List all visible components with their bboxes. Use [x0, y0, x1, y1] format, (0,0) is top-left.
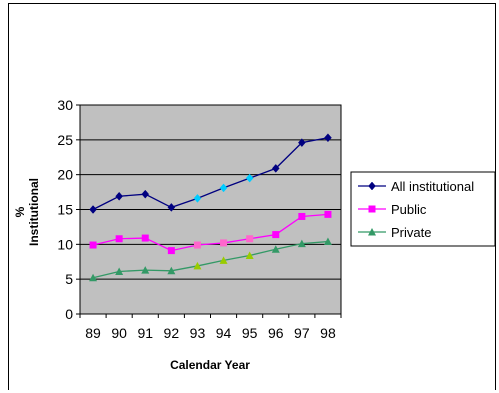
data-point: [115, 235, 123, 243]
series-line: [92, 213, 329, 252]
data-point: [298, 138, 306, 147]
legend-entry: All institutional: [358, 179, 474, 194]
data-point: [141, 189, 150, 199]
data-point: [219, 256, 228, 264]
legend-marker: [368, 181, 376, 191]
data-point: [167, 203, 176, 212]
data-point: [245, 251, 254, 259]
series-1: [89, 133, 332, 214]
x-tick-label: 92: [164, 325, 180, 341]
data-point: [297, 239, 306, 248]
data-point: [324, 210, 332, 218]
x-tick-label: 89: [85, 325, 101, 341]
legend-entry: Public: [358, 202, 427, 217]
x-tick-label: 94: [216, 325, 232, 341]
x-tick-label: 98: [320, 325, 336, 341]
x-axis-ticks: 89 90 91 92 93 94 95 96 97 98: [79, 314, 342, 341]
data-point: [193, 241, 201, 249]
data-point: [193, 193, 202, 203]
series-2: [89, 210, 332, 255]
y-tick-label: 0: [65, 306, 73, 322]
data-point: [219, 183, 228, 193]
legend-marker: [368, 228, 376, 236]
legend-label: Public: [391, 202, 427, 217]
data-point: [271, 164, 280, 173]
data-point: [298, 212, 306, 220]
x-tick-label: 91: [137, 325, 153, 341]
legend-label: Private: [391, 225, 431, 240]
data-point: [193, 261, 202, 270]
x-tick-label: 95: [242, 325, 258, 341]
legend-marker: [368, 205, 376, 213]
x-tick-label: 97: [294, 325, 310, 341]
data-point: [323, 237, 332, 246]
x-tick-label: 93: [190, 325, 206, 341]
legend-label: All institutional: [391, 179, 474, 194]
series-3: [89, 237, 332, 282]
data-point: [89, 273, 98, 282]
series-line: [92, 137, 329, 211]
data-point: [115, 191, 123, 201]
data-point: [167, 266, 176, 275]
y-tick-label: 5: [65, 271, 73, 287]
y-axis-title-line-1: %: [13, 206, 27, 217]
legend-entry: Private: [358, 225, 431, 240]
y-axis-title-line-2: Institutional: [27, 178, 41, 246]
data-point: [89, 205, 97, 214]
data-point: [246, 235, 254, 243]
y-tick-label: 20: [57, 167, 73, 183]
data-point: [141, 266, 150, 274]
series-layer: [89, 133, 332, 282]
data-point: [245, 173, 254, 183]
gridlines: [80, 139, 341, 280]
y-tick-label: 10: [57, 236, 73, 252]
y-tick-label: 25: [57, 132, 73, 148]
y-axis-title: % Institutional: [13, 178, 41, 246]
y-tick-label: 30: [57, 97, 73, 113]
data-point: [167, 247, 175, 255]
x-tick-label: 96: [268, 325, 284, 341]
series-line: [92, 240, 329, 279]
x-axis-title: Calendar Year: [170, 358, 250, 372]
data-point: [220, 239, 228, 247]
legend: All institutional Public Private: [350, 171, 496, 247]
data-point: [271, 245, 280, 253]
data-point: [89, 241, 97, 249]
data-point: [115, 267, 124, 276]
y-axis-ticks: 0 5 10 15 20 25 30: [57, 97, 80, 322]
data-point: [272, 231, 280, 239]
data-point: [324, 133, 332, 143]
data-point: [141, 234, 149, 242]
y-tick-label: 15: [57, 202, 73, 218]
x-tick-label: 90: [111, 325, 127, 341]
